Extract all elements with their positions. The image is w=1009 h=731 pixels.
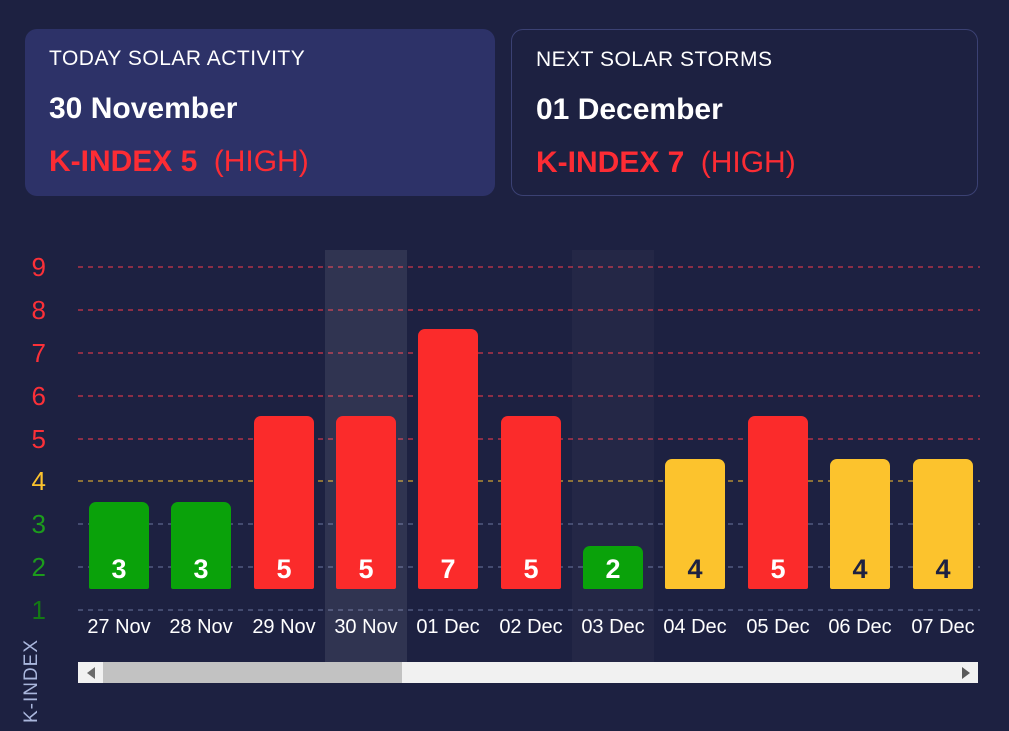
y-tick-3: 3	[31, 509, 46, 540]
x-label-04-dec: 04 Dec	[663, 616, 727, 638]
bar-value-27-nov: 3	[111, 554, 127, 584]
next-kindex-value: K-INDEX 7	[536, 146, 685, 179]
next-kindex-level: (HIGH)	[700, 146, 796, 179]
today-kindex-level: (HIGH)	[213, 145, 309, 178]
gridline-8	[78, 308, 980, 311]
left-arrow-icon	[86, 666, 95, 679]
bar-value-01-dec: 7	[440, 554, 456, 584]
today-kindex-value: K-INDEX 5	[49, 145, 198, 178]
today-solar-activity-card: TODAY SOLAR ACTIVITY 30 November K-INDEX…	[25, 29, 495, 196]
x-label-05-dec: 05 Dec	[746, 616, 810, 638]
y-tick-8: 8	[31, 294, 46, 325]
horizontal-scrollbar[interactable]	[78, 662, 978, 683]
gridline-6	[78, 394, 980, 397]
bar-27-nov[interactable]: 3	[89, 502, 149, 589]
bar-value-07-dec: 4	[935, 554, 951, 584]
bar-02-dec[interactable]: 5	[501, 416, 561, 589]
bar-05-dec[interactable]: 5	[748, 416, 808, 589]
scrollbar-thumb[interactable]	[103, 662, 402, 683]
gridline-1	[78, 609, 980, 611]
today-card-date: 30 November	[49, 92, 238, 125]
bar-07-dec[interactable]: 4	[913, 459, 973, 589]
right-arrow-icon	[961, 666, 970, 679]
bar-28-nov[interactable]: 3	[171, 502, 231, 589]
gridline-9	[78, 266, 980, 268]
today-card-title: TODAY SOLAR ACTIVITY	[49, 47, 306, 70]
bar-value-05-dec: 5	[770, 554, 786, 584]
bar-01-dec[interactable]: 7	[418, 329, 478, 589]
y-axis-title-text: K-INDEX	[21, 638, 42, 724]
bar-value-06-dec: 4	[852, 554, 868, 584]
bar-03-dec[interactable]: 2	[583, 546, 643, 589]
bar-value-04-dec: 4	[687, 554, 703, 584]
next-card-date: 01 December	[536, 93, 723, 126]
bar-29-nov[interactable]: 5	[254, 416, 314, 589]
x-label-06-dec: 06 Dec	[828, 616, 892, 638]
y-tick-4: 4	[31, 466, 46, 497]
y-tick-2: 2	[31, 552, 46, 583]
bar-value-28-nov: 3	[193, 554, 209, 584]
today-card-kindex: K-INDEX 5 (HIGH)	[49, 145, 471, 179]
y-tick-1: 1	[31, 595, 46, 625]
column-highlight-03-dec	[572, 250, 654, 662]
y-tick-5: 5	[31, 423, 46, 454]
x-label-28-nov: 28 Nov	[169, 616, 233, 638]
next-solar-storms-card: NEXT SOLAR STORMS 01 December K-INDEX 7 …	[511, 29, 978, 196]
gridline-7	[78, 351, 980, 354]
bar-04-dec[interactable]: 4	[665, 459, 725, 589]
x-label-02-dec: 02 Dec	[499, 616, 563, 638]
x-label-01-dec: 01 Dec	[416, 616, 480, 638]
next-card-title: NEXT SOLAR STORMS	[536, 48, 773, 71]
bar-value-02-dec: 5	[523, 554, 539, 584]
bar-06-dec[interactable]: 4	[830, 459, 890, 589]
y-tick-6: 6	[31, 380, 46, 411]
bar-30-nov[interactable]: 5	[336, 416, 396, 589]
x-label-03-dec: 03 Dec	[581, 616, 645, 638]
next-card-kindex: K-INDEX 7 (HIGH)	[536, 146, 953, 180]
x-label-07-dec: 07 Dec	[911, 616, 975, 638]
bar-value-29-nov: 5	[276, 554, 292, 584]
x-label-30-nov: 30 Nov	[334, 616, 398, 638]
scrollbar-right-arrow-button[interactable]	[953, 662, 978, 683]
bar-value-30-nov: 5	[358, 554, 374, 584]
y-tick-7: 7	[31, 337, 46, 368]
scrollbar-left-arrow-button[interactable]	[78, 662, 103, 683]
y-tick-9: 9	[31, 252, 46, 282]
bar-value-03-dec: 2	[605, 554, 621, 584]
x-label-27-nov: 27 Nov	[87, 616, 151, 638]
x-label-29-nov: 29 Nov	[252, 616, 316, 638]
